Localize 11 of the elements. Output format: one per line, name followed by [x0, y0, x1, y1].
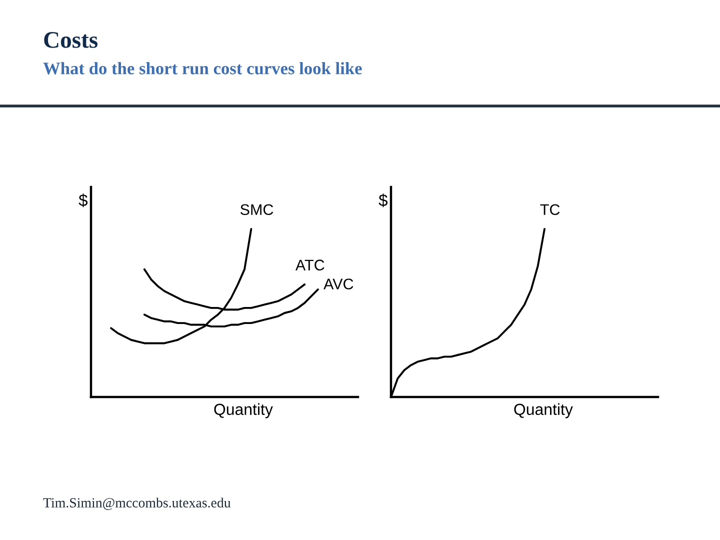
- series-label: TC: [540, 204, 560, 216]
- x-axis-title: Quantity: [214, 403, 273, 418]
- y-axis-title: $: [378, 194, 388, 208]
- y-axis-title: $: [78, 194, 88, 208]
- x-axis-title: Quantity: [514, 403, 573, 418]
- chart-title: Costs: [44, 32, 98, 48]
- series-label: ATC: [295, 260, 324, 270]
- text: Tim.Simin@mccombs.utexas.edu: [43, 498, 231, 510]
- series-label: AVC: [324, 278, 354, 290]
- series-label: SMC: [240, 204, 274, 216]
- chart-subtitle: What do the short run cost curves look like: [43, 62, 362, 74]
